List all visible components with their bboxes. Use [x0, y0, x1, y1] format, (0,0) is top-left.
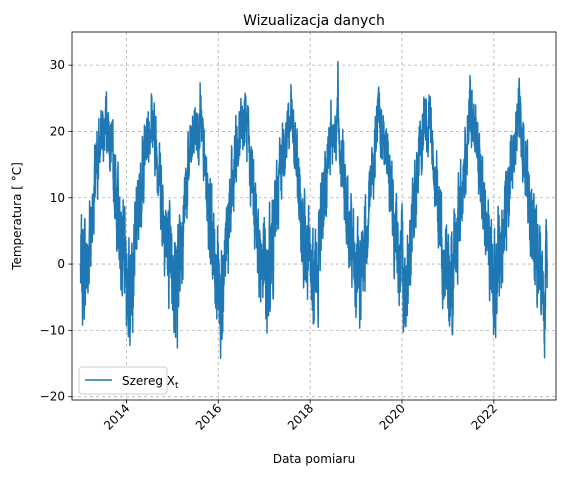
- y-axis-label: Temperatura [ °C]: [10, 162, 24, 271]
- chart-title: Wizualizacja danych: [243, 13, 385, 29]
- y-tick-label: 20: [50, 124, 65, 138]
- legend: Szereg Xt: [78, 366, 179, 395]
- legend-label: Szereg X: [122, 374, 175, 388]
- y-axis: −20 −10 0 10 20 30: [40, 58, 72, 404]
- y-tick-label: −10: [40, 323, 65, 337]
- x-axis-label: Data pomiaru: [273, 452, 355, 466]
- y-tick-label: −20: [40, 390, 65, 404]
- y-tick-label: 10: [50, 191, 65, 205]
- y-tick-label: 30: [50, 58, 65, 72]
- series-line: [79, 60, 548, 360]
- y-tick-label: 0: [57, 257, 65, 271]
- legend-entry: Szereg Xt: [122, 374, 179, 391]
- plot-area: [79, 60, 548, 360]
- legend-subscript: t: [175, 381, 179, 391]
- legend-box: [78, 366, 168, 395]
- plot-frame: [71, 31, 557, 401]
